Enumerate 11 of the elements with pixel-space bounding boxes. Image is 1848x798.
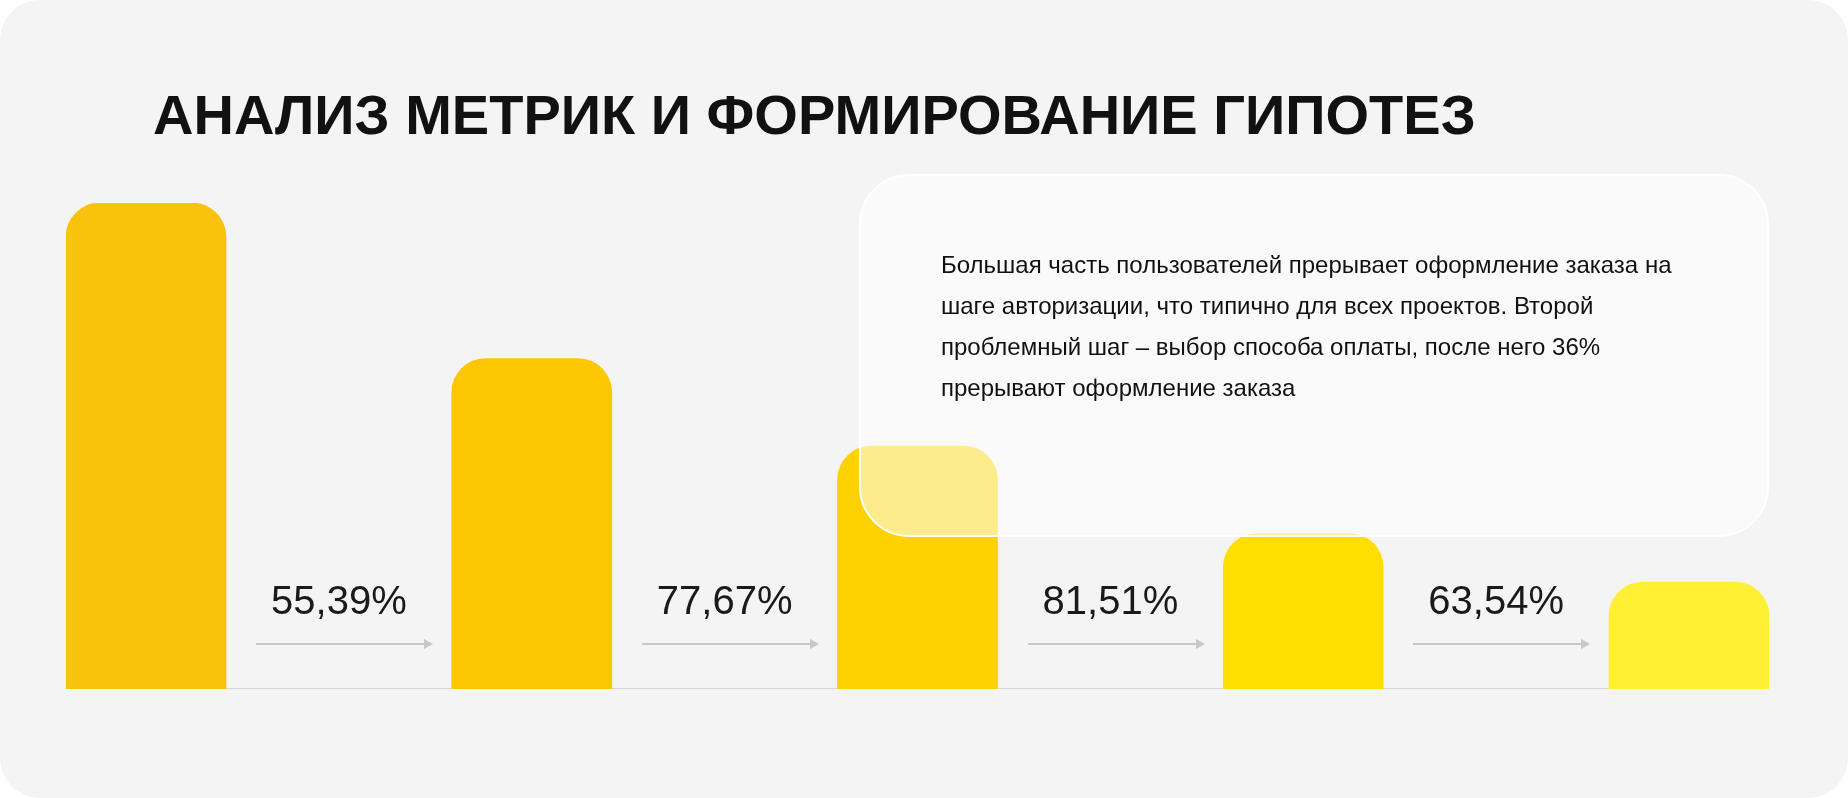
chart-title: АНАЛИЗ МЕТРИК И ФОРМИРОВАНИЕ ГИПОТЕЗ — [153, 82, 1476, 147]
bar — [66, 203, 227, 689]
bar — [451, 358, 613, 689]
bar — [1608, 581, 1769, 689]
bar — [837, 445, 998, 689]
annotation: Большая часть пользователей прерывает оформление заказа на шаге авторизации, что типично для всех проектов. Второй проблемный шаг – выбор способа оплаты, после него 36% прерывают оформление заказа — [859, 174, 1769, 537]
annotation: 81,51% — [1042, 578, 1179, 623]
annotation: 55,39% — [271, 578, 407, 623]
annotation: 63,54% — [1428, 578, 1564, 623]
annotation: 77,67% — [656, 578, 793, 623]
bar — [1222, 533, 1384, 689]
